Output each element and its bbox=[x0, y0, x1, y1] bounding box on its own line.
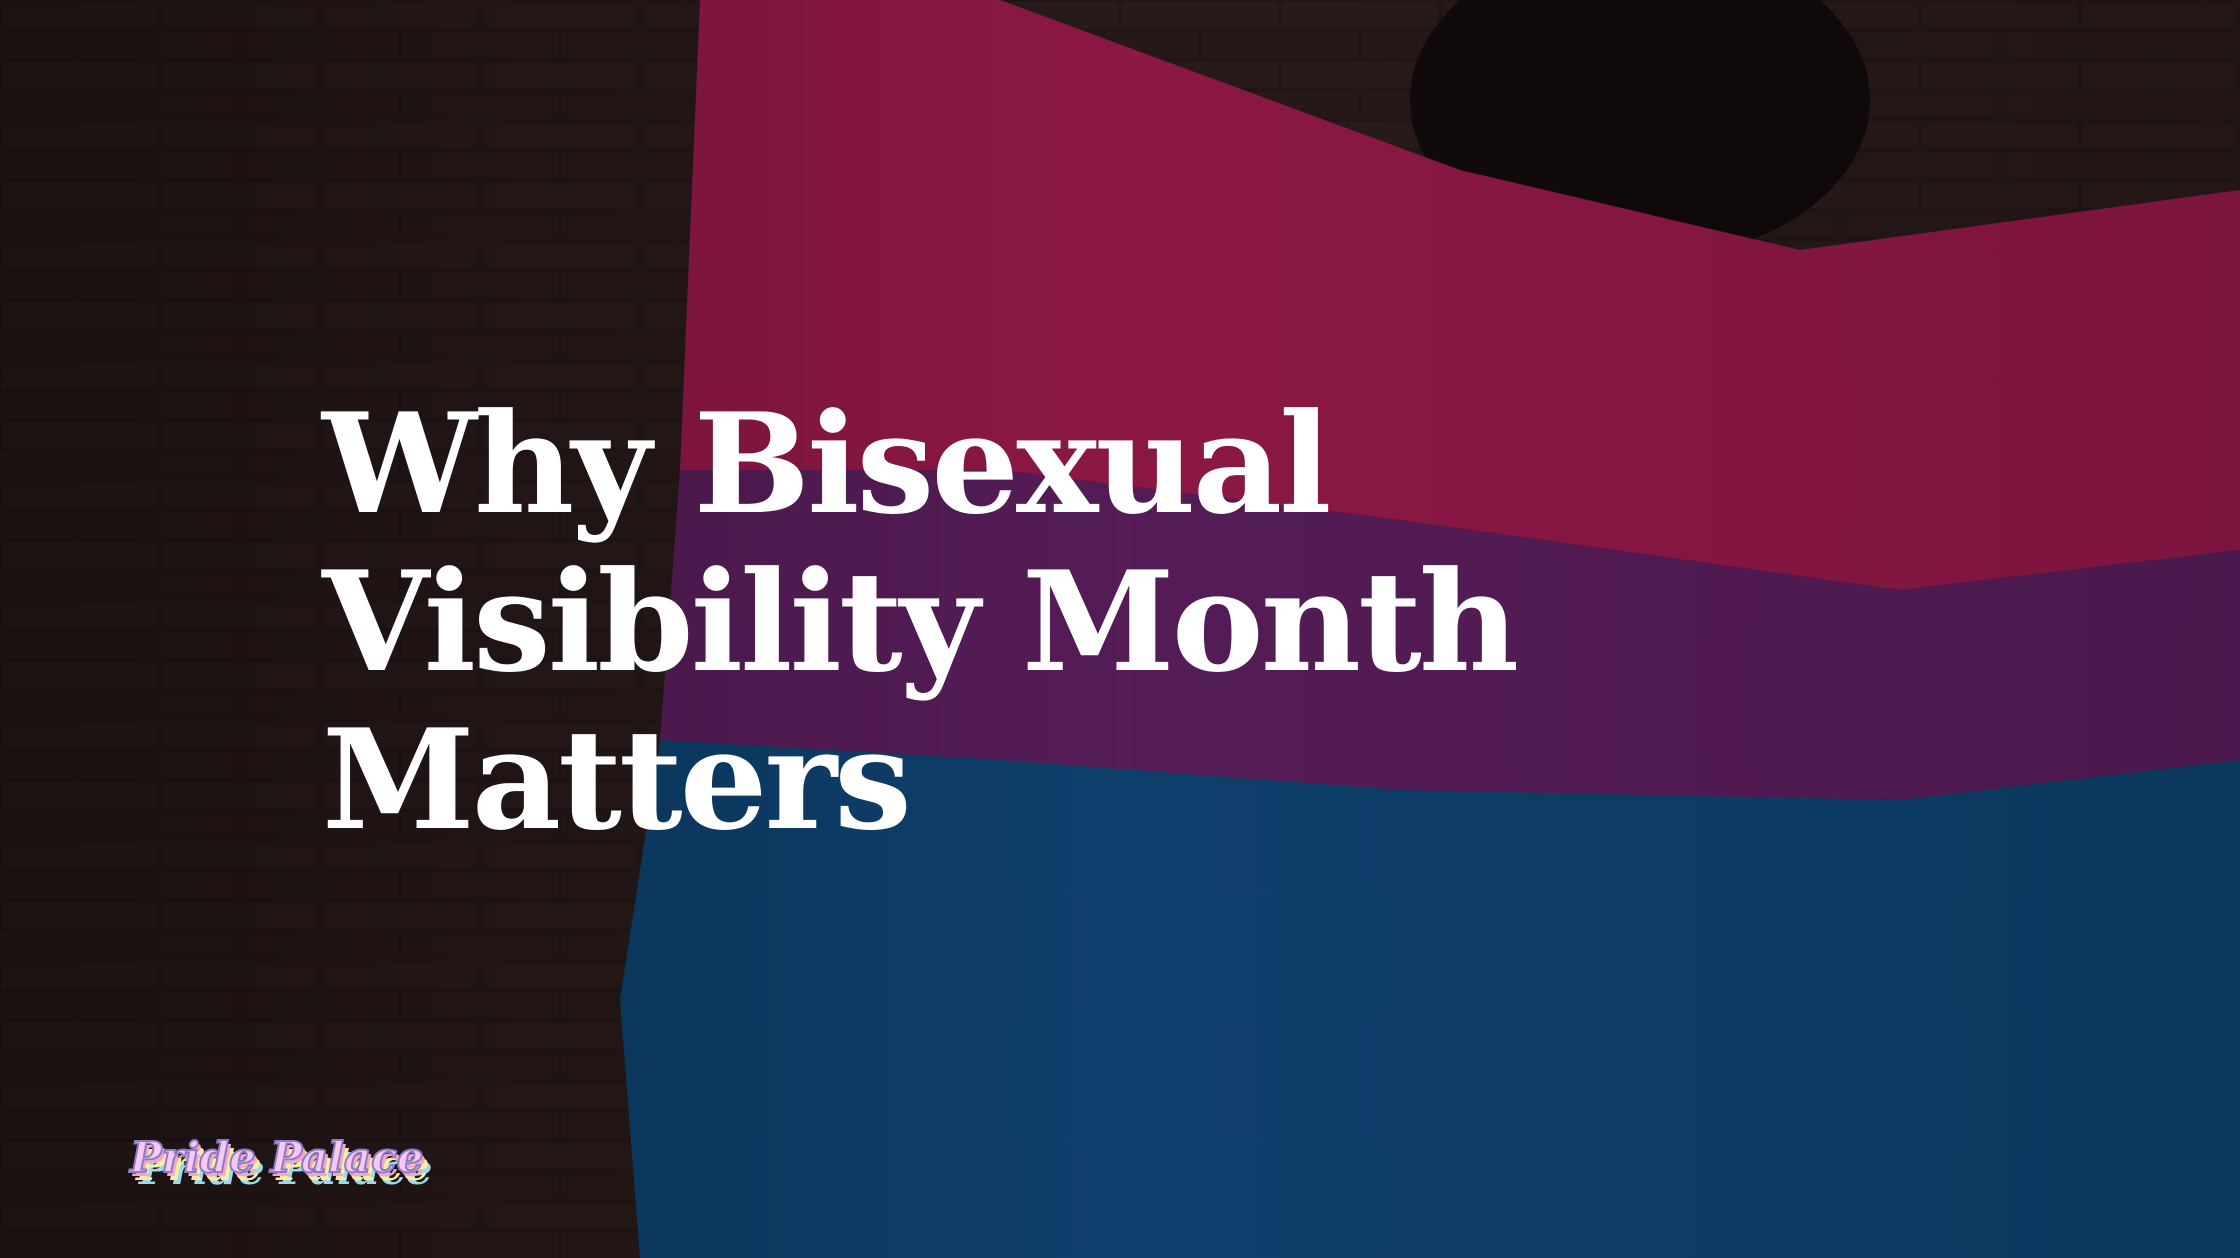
headline-line-3: Matters bbox=[322, 698, 912, 861]
pride-palace-logo: Pride Palace bbox=[129, 1132, 425, 1183]
headline: Why Bisexual Visibility Month Matters bbox=[322, 382, 1519, 861]
headline-line-1: Why Bisexual bbox=[322, 382, 1332, 545]
headline-line-2: Visibility Month bbox=[322, 540, 1519, 703]
